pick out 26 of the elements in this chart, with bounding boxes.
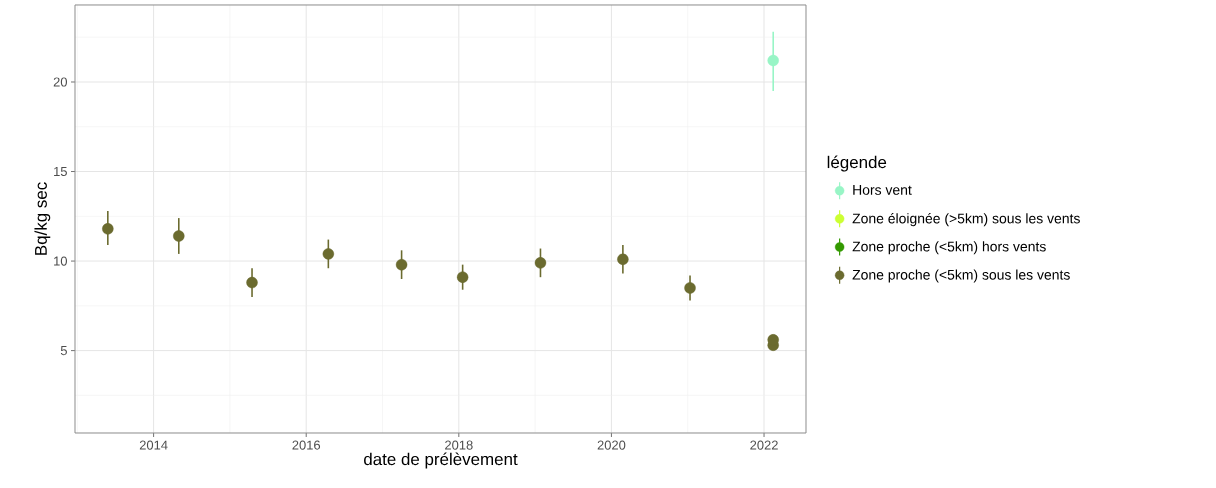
point [617, 253, 629, 265]
point [395, 258, 408, 271]
legend-label: Zone proche (<5km) sous les vents [852, 269, 1070, 283]
y-tick-label: 20 [53, 77, 68, 87]
legend-label: Zone proche (<5km) hors vents [852, 241, 1046, 255]
legend-label: Zone éloignée (>5km) sous les vents [852, 212, 1080, 227]
x-tick-label: 2016 [292, 440, 321, 450]
point [534, 257, 547, 269]
point [322, 248, 335, 260]
point [684, 282, 696, 294]
y-axis-title: Bq/kg sec [34, 182, 51, 255]
point [102, 223, 114, 235]
x-axis-title: date de prélèvement [364, 452, 518, 469]
legend-title: légende [827, 155, 887, 172]
y-tick-label: 5 [60, 346, 67, 356]
x-tick-label: 2020 [597, 440, 626, 450]
point [456, 271, 469, 283]
y-tick-label: 10 [54, 256, 68, 266]
point [767, 54, 779, 67]
x-tick-label: 2022 [750, 440, 778, 450]
legend-label: Hors vent [853, 185, 912, 195]
y-tick-label: 15 [54, 167, 67, 177]
point [246, 276, 258, 289]
point [173, 230, 185, 242]
x-tick-label: 2014 [139, 440, 168, 450]
x-tick-label: 2018 [445, 440, 473, 450]
